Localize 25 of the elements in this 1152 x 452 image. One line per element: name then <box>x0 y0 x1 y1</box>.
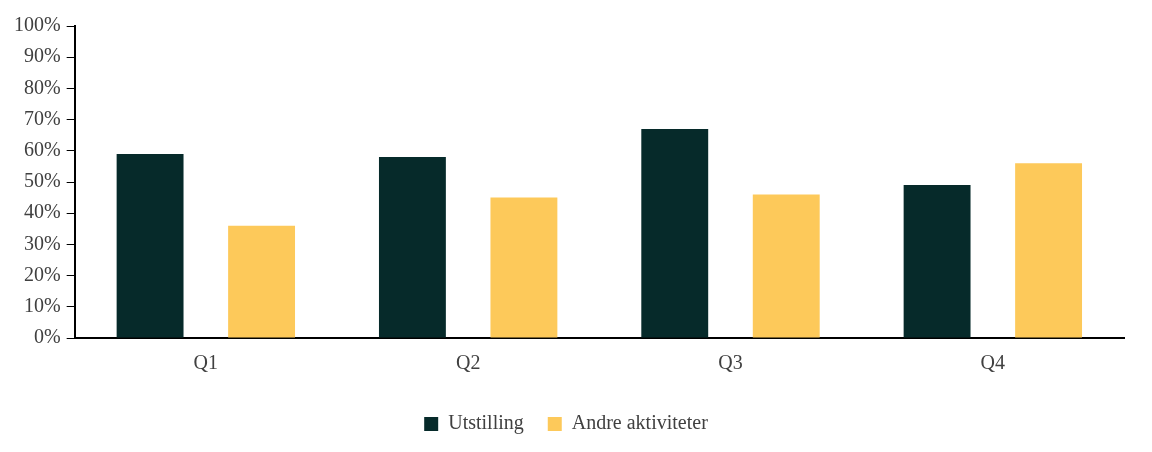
bar <box>116 153 184 338</box>
y-tick-label: 10% <box>23 294 61 317</box>
legend-label: Andre aktiviteter <box>571 411 709 434</box>
y-tick-label: 100% <box>13 13 61 36</box>
x-tick-label: Q3 <box>718 351 743 374</box>
y-tick-label: 80% <box>23 75 61 98</box>
y-tick-label: 70% <box>23 106 61 129</box>
y-tick-label: 20% <box>23 262 61 285</box>
bar <box>752 194 820 338</box>
legend-label: Utstilling <box>448 411 524 435</box>
bar <box>378 157 446 338</box>
y-tick-label: 30% <box>23 231 61 254</box>
bar <box>903 185 971 338</box>
x-tick-label: Q4 <box>980 351 1006 374</box>
x-tick-label: Q2 <box>455 351 481 374</box>
y-tick-label: 60% <box>23 138 61 161</box>
y-tick-label: 40% <box>23 200 61 223</box>
bar <box>490 197 558 338</box>
bar <box>228 225 296 338</box>
y-tick-label: 90% <box>23 44 61 67</box>
bar <box>641 128 709 338</box>
x-tick-label: Q1 <box>193 351 219 374</box>
bar <box>1015 163 1083 338</box>
y-tick-label: 0% <box>33 325 61 348</box>
y-tick-label: 50% <box>23 169 61 192</box>
